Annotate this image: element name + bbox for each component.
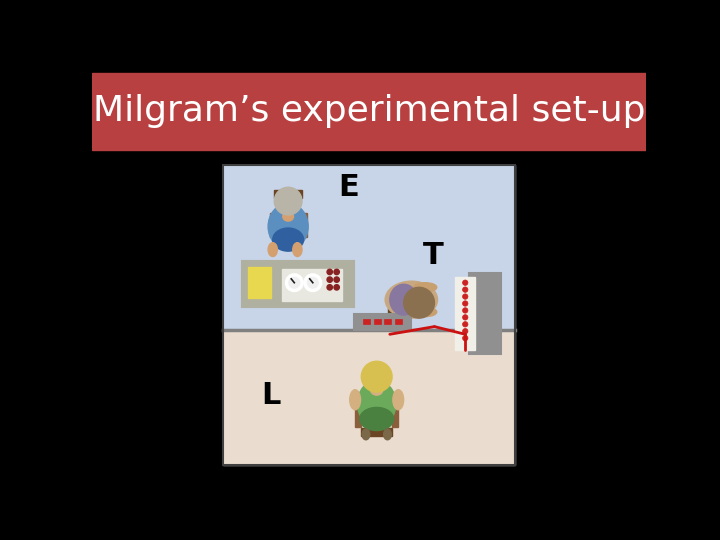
Bar xyxy=(222,330,516,465)
Circle shape xyxy=(462,280,468,286)
Ellipse shape xyxy=(273,228,304,251)
Circle shape xyxy=(462,322,468,327)
Ellipse shape xyxy=(283,212,294,221)
Bar xyxy=(395,319,402,325)
Bar xyxy=(363,319,370,325)
Ellipse shape xyxy=(268,242,277,256)
Bar xyxy=(354,314,411,330)
Text: E: E xyxy=(338,173,359,202)
Bar xyxy=(274,190,302,198)
Circle shape xyxy=(305,274,321,291)
Circle shape xyxy=(462,335,468,341)
Ellipse shape xyxy=(360,408,394,430)
Bar xyxy=(282,269,342,301)
Ellipse shape xyxy=(414,307,437,316)
Circle shape xyxy=(327,285,333,290)
Text: T: T xyxy=(423,241,444,270)
Circle shape xyxy=(286,274,303,291)
Ellipse shape xyxy=(384,429,392,440)
Circle shape xyxy=(462,294,468,299)
Circle shape xyxy=(462,315,468,320)
Bar xyxy=(300,213,307,237)
Circle shape xyxy=(334,277,339,282)
Bar xyxy=(361,428,392,436)
Ellipse shape xyxy=(350,390,361,410)
Bar xyxy=(388,294,396,321)
Bar xyxy=(455,276,475,350)
Bar xyxy=(469,273,501,354)
Circle shape xyxy=(274,187,302,215)
Ellipse shape xyxy=(357,381,396,427)
Ellipse shape xyxy=(293,242,302,256)
Bar xyxy=(374,319,381,325)
Circle shape xyxy=(361,361,392,392)
Text: Milgram’s experimental set-up: Milgram’s experimental set-up xyxy=(93,94,645,128)
Bar xyxy=(384,319,392,325)
Circle shape xyxy=(462,308,468,313)
Bar xyxy=(270,213,276,237)
Ellipse shape xyxy=(414,283,437,292)
Circle shape xyxy=(327,269,333,275)
Ellipse shape xyxy=(390,284,418,315)
Circle shape xyxy=(307,278,318,288)
Circle shape xyxy=(404,287,434,318)
Ellipse shape xyxy=(371,384,383,395)
Bar xyxy=(248,267,271,298)
Bar xyxy=(392,400,398,427)
Circle shape xyxy=(334,269,339,275)
Ellipse shape xyxy=(385,281,438,318)
Circle shape xyxy=(462,301,468,306)
Circle shape xyxy=(462,328,468,334)
Ellipse shape xyxy=(268,204,308,249)
Circle shape xyxy=(462,287,468,292)
Ellipse shape xyxy=(362,429,370,440)
Ellipse shape xyxy=(393,390,404,410)
Bar xyxy=(355,400,361,427)
Circle shape xyxy=(289,278,300,288)
Text: L: L xyxy=(261,381,281,410)
Circle shape xyxy=(327,277,333,282)
Bar xyxy=(92,72,647,150)
Bar xyxy=(222,165,516,330)
Bar xyxy=(242,261,354,307)
Circle shape xyxy=(334,285,339,290)
Bar xyxy=(222,165,516,465)
